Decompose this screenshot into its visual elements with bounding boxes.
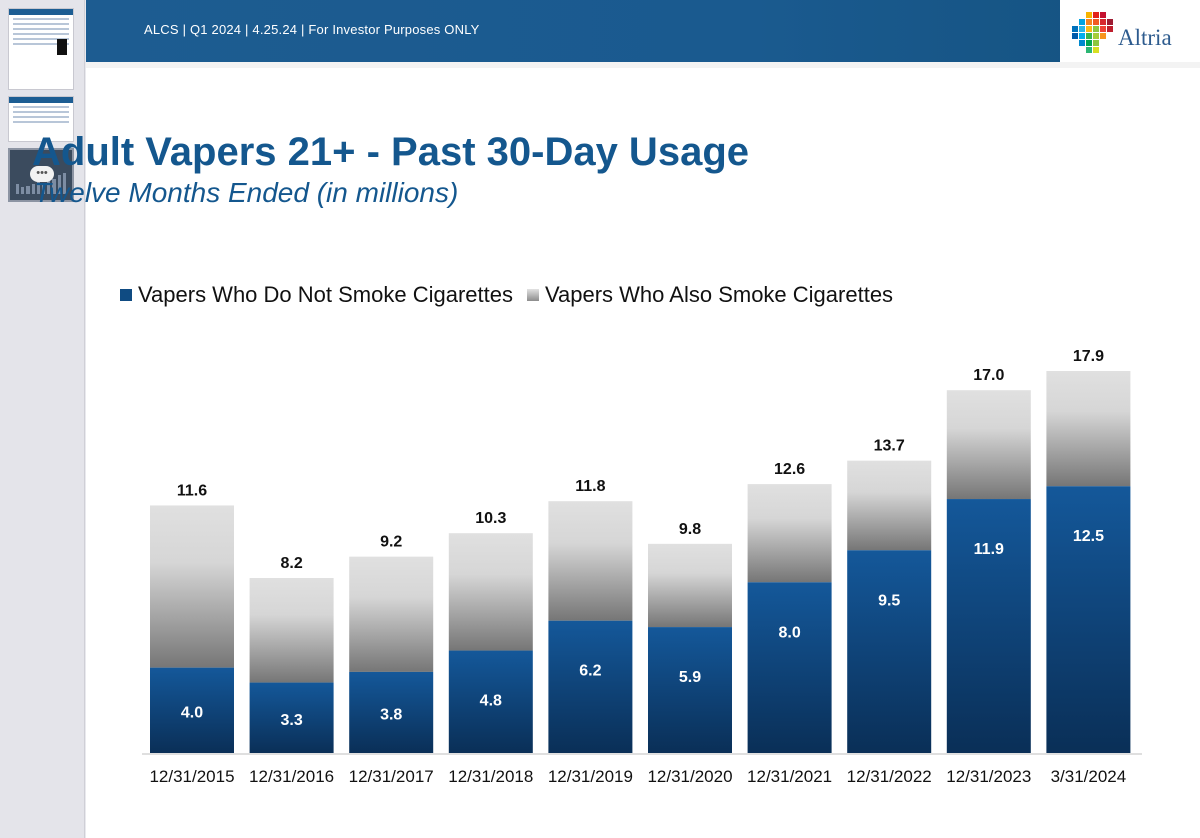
- total-value-label: 10.3: [475, 510, 506, 527]
- page-title: Adult Vapers 21+ - Past 30-Day Usage: [32, 130, 749, 174]
- total-value-label: 8.2: [280, 555, 302, 572]
- bar-dual-users: [847, 460, 932, 551]
- bar-non-smokers: [747, 582, 832, 753]
- header-text: ALCS | Q1 2024 | 4.25.24 | For Investor …: [144, 22, 480, 37]
- segment-value-label: 9.5: [878, 592, 900, 609]
- bar-dual-users: [747, 484, 832, 583]
- total-value-label: 12.6: [774, 461, 805, 478]
- bar-dual-users: [946, 390, 1031, 500]
- x-tick-label: 12/31/2016: [249, 767, 334, 786]
- bar-non-smokers: [349, 671, 434, 753]
- x-tick-label: 12/31/2022: [847, 767, 932, 786]
- total-value-label: 11.6: [177, 482, 207, 499]
- segment-value-label: 5.9: [679, 669, 701, 686]
- slide-thumbnail-sidebar: •••: [0, 0, 85, 838]
- x-tick-label: 12/31/2020: [647, 767, 732, 786]
- bar-dual-users: [249, 578, 334, 683]
- legend-label-non-smokers: Vapers Who Do Not Smoke Cigarettes: [138, 282, 513, 307]
- slide-thumbnail-1[interactable]: [8, 8, 74, 90]
- chart-legend: Vapers Who Do Not Smoke Cigarettes Vaper…: [120, 282, 907, 308]
- x-tick-label: 12/31/2018: [448, 767, 533, 786]
- slide-header-bar: ALCS | Q1 2024 | 4.25.24 | For Investor …: [86, 0, 1200, 62]
- thumbnail-more-icon[interactable]: •••: [30, 166, 54, 182]
- legend-label-dual-users: Vapers Who Also Smoke Cigarettes: [544, 282, 894, 307]
- bar-dual-users: [349, 556, 434, 672]
- total-value-label: 9.8: [679, 521, 701, 538]
- bar-non-smokers: [1046, 486, 1131, 753]
- bar-non-smokers: [150, 667, 234, 753]
- bar-non-smokers: [847, 550, 932, 753]
- bar-dual-users: [448, 533, 533, 651]
- segment-value-label: 3.3: [280, 712, 302, 729]
- segment-value-label: 4.8: [480, 693, 502, 710]
- bar-dual-users: [648, 543, 732, 628]
- bar-dual-users: [150, 505, 234, 668]
- legend-item-non-smokers: Vapers Who Do Not Smoke Cigarettes: [120, 282, 513, 308]
- slide-thumbnail-2[interactable]: [8, 96, 74, 142]
- bar-non-smokers: [946, 499, 1031, 753]
- segment-value-label: 3.8: [380, 706, 402, 723]
- total-value-label: 9.2: [380, 534, 402, 551]
- bar-non-smokers: [548, 620, 633, 753]
- bar-non-smokers: [249, 682, 334, 753]
- altria-mosaic-icon: [1072, 12, 1113, 53]
- bar-dual-users: [548, 501, 633, 621]
- segment-value-label: 4.0: [181, 704, 203, 721]
- bar-non-smokers: [648, 627, 732, 753]
- page-subtitle: Twelve Months Ended (in millions): [34, 177, 459, 208]
- x-tick-label: 12/31/2023: [946, 767, 1031, 786]
- x-tick-label: 12/31/2019: [548, 767, 633, 786]
- altria-logo: Altria: [1060, 0, 1200, 62]
- x-tick-label: 3/31/2024: [1051, 767, 1127, 786]
- x-tick-label: 12/31/2021: [747, 767, 832, 786]
- legend-swatch-gray: [526, 289, 539, 301]
- segment-value-label: 12.5: [1073, 528, 1104, 545]
- total-value-label: 17.9: [1073, 348, 1104, 365]
- bar-non-smokers: [448, 650, 533, 753]
- total-value-label: 11.8: [575, 478, 605, 495]
- legend-swatch-blue: [120, 289, 132, 301]
- segment-value-label: 11.9: [974, 541, 1004, 558]
- total-value-label: 13.7: [874, 438, 905, 455]
- slide-thumbnail-3-current[interactable]: •••: [8, 148, 74, 202]
- segment-value-label: 8.0: [778, 624, 800, 641]
- slide-body: [86, 62, 1200, 838]
- bar-dual-users: [1046, 371, 1131, 487]
- x-tick-label: 12/31/2017: [349, 767, 434, 786]
- legend-item-dual-users: Vapers Who Also Smoke Cigarettes: [526, 282, 894, 308]
- x-tick-label: 12/31/2015: [149, 767, 234, 786]
- segment-value-label: 6.2: [579, 663, 601, 680]
- total-value-label: 17.0: [973, 367, 1004, 384]
- logo-text: Altria: [1118, 25, 1172, 50]
